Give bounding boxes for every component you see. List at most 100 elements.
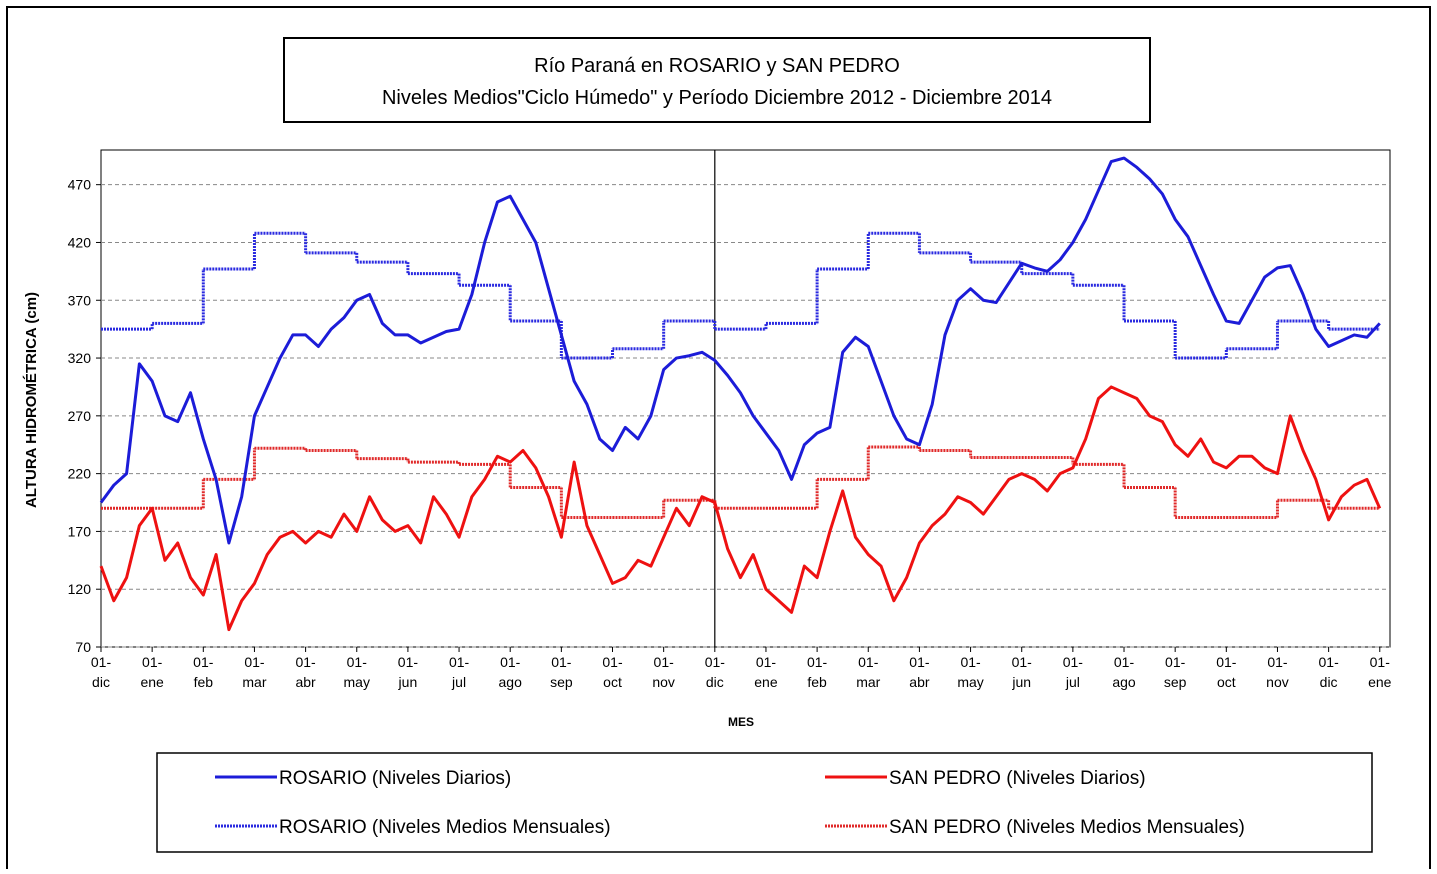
x-tick-label: 01- abr	[909, 654, 930, 690]
x-tick-label: 01- jun	[1011, 654, 1032, 690]
x-tick-label: 01- may	[344, 654, 370, 690]
x-tick-label-line: dic	[92, 674, 110, 690]
x-tick-label: 01- oct	[602, 654, 623, 690]
x-tick-label-line: 01-	[1216, 654, 1237, 670]
x-tick-label: 01- jul	[449, 654, 470, 690]
x-tick-label-line: 01-	[756, 654, 777, 670]
x-tick-label: 01- ago	[499, 654, 523, 690]
x-tick-label: 01- abr	[295, 654, 316, 690]
x-tick-label: 01- sep	[550, 654, 573, 690]
x-tick-label: 01- ene	[1368, 654, 1392, 690]
x-tick-label-line: nov	[652, 674, 675, 690]
x-tick-label-line: 01-	[398, 654, 419, 670]
x-tick-label-line: 01-	[449, 654, 470, 670]
x-tick-label-line: 01-	[1063, 654, 1084, 670]
y-tick-label: 370	[68, 292, 92, 308]
x-tick-label-line: mar	[856, 674, 880, 690]
x-tick-label: 01- ene	[754, 654, 778, 690]
legend-box	[156, 752, 1373, 853]
x-tick-label-line: ene	[754, 674, 778, 690]
x-tick-label: 01- sep	[1164, 654, 1187, 690]
y-tick-label: 470	[68, 177, 92, 193]
x-tick-label-line: 01-	[1267, 654, 1288, 670]
x-tick-label-line: 01-	[1165, 654, 1186, 670]
x-tick-label: 01- oct	[1216, 654, 1237, 690]
x-tick-label: 01- feb	[807, 654, 828, 690]
y-tick-label: 420	[68, 234, 92, 250]
x-tick-label-line: ene	[140, 674, 164, 690]
x-tick-label: 01- ene	[140, 654, 164, 690]
x-tick-label-line: 01-	[807, 654, 828, 670]
x-tick-label: 01- may	[957, 654, 983, 690]
x-tick-label-line: 01-	[142, 654, 163, 670]
legend-label: ROSARIO (Niveles Medios Mensuales)	[279, 817, 611, 838]
x-tick-label-line: 01-	[654, 654, 675, 670]
legend-label: SAN PEDRO (Niveles Diarios)	[889, 768, 1146, 789]
x-axis-label: MES	[728, 715, 754, 729]
x-tick-label-line: 01-	[347, 654, 368, 670]
x-tick-label-line: 01-	[244, 654, 265, 670]
x-tick-label-line: dic	[706, 674, 724, 690]
x-tick-label: 01- feb	[193, 654, 214, 690]
x-tick-label-line: jul	[451, 674, 466, 690]
x-tick-label-line: ago	[499, 674, 523, 690]
title-box	[283, 37, 1151, 123]
y-tick-label: 220	[68, 466, 92, 482]
x-tick-label-line: 01-	[705, 654, 726, 670]
x-tick-label-line: may	[344, 674, 370, 690]
x-tick-label-line: jun	[398, 674, 418, 690]
x-tick-label-line: 01-	[909, 654, 930, 670]
x-tick-label-line: sep	[550, 674, 573, 690]
x-tick-label: 01- jul	[1063, 654, 1084, 690]
x-tick-label-line: 01-	[1012, 654, 1033, 670]
x-tick-label: 01- nov	[652, 654, 675, 690]
x-tick-label-line: ene	[1368, 674, 1392, 690]
x-tick-label-line: 01-	[1319, 654, 1340, 670]
x-tick-label-line: 01-	[1114, 654, 1135, 670]
x-tick-label: 01- mar	[242, 654, 266, 690]
chart-title: Río Paraná en ROSARIO y SAN PEDRO	[534, 55, 900, 77]
x-tick-label-line: jul	[1065, 674, 1080, 690]
x-tick-label-line: dic	[1320, 674, 1338, 690]
x-tick-label-line: oct	[1217, 674, 1236, 690]
x-tick-label-line: 01-	[500, 654, 521, 670]
series-line	[99, 156, 1381, 545]
x-tick-label: 01- dic	[705, 654, 726, 690]
x-tick-label-line: mar	[242, 674, 266, 690]
x-tick-label-line: abr	[909, 674, 930, 690]
x-tick-label-line: 01-	[858, 654, 879, 670]
y-tick-label: 170	[68, 523, 92, 539]
x-tick-label-line: may	[957, 674, 983, 690]
x-tick-label-line: 01-	[193, 654, 214, 670]
x-tick-label-line: abr	[295, 674, 316, 690]
x-tick-label-line: 01-	[295, 654, 316, 670]
x-tick-label-line: 01-	[91, 654, 112, 670]
legend-label: ROSARIO (Niveles Diarios)	[279, 768, 511, 789]
x-tick-label-line: nov	[1266, 674, 1289, 690]
y-tick-label: 270	[68, 408, 92, 424]
y-tick-label: 320	[68, 350, 92, 366]
x-tick-label-line: 01-	[602, 654, 623, 670]
y-tick-label: 70	[75, 639, 91, 655]
y-tick-label: 120	[68, 581, 92, 597]
x-tick-label-line: 01-	[1370, 654, 1391, 670]
x-tick-label-line: oct	[603, 674, 622, 690]
legend-label: SAN PEDRO (Niveles Medios Mensuales)	[889, 817, 1245, 838]
x-tick-label-line: feb	[194, 674, 214, 690]
x-tick-label-line: ago	[1112, 674, 1136, 690]
chart-subtitle: Niveles Medios"Ciclo Húmedo" y Período D…	[382, 87, 1052, 109]
x-tick-label: 01- jun	[398, 654, 419, 690]
x-tick-label-line: jun	[1011, 674, 1031, 690]
y-axis-label: ALTURA HIDROMÉTRICA (cm)	[23, 292, 40, 508]
x-tick-label: 01- dic	[91, 654, 112, 690]
x-tick-label: 01- ago	[1112, 654, 1136, 690]
x-tick-label-line: 01-	[960, 654, 981, 670]
x-tick-label: 01- nov	[1266, 654, 1289, 690]
x-tick-label-line: feb	[807, 674, 827, 690]
x-tick-label: 01- mar	[856, 654, 880, 690]
x-tick-label-line: sep	[1164, 674, 1187, 690]
series-line	[99, 385, 1382, 632]
x-tick-label: 01- dic	[1319, 654, 1340, 690]
x-tick-label-line: 01-	[551, 654, 572, 670]
